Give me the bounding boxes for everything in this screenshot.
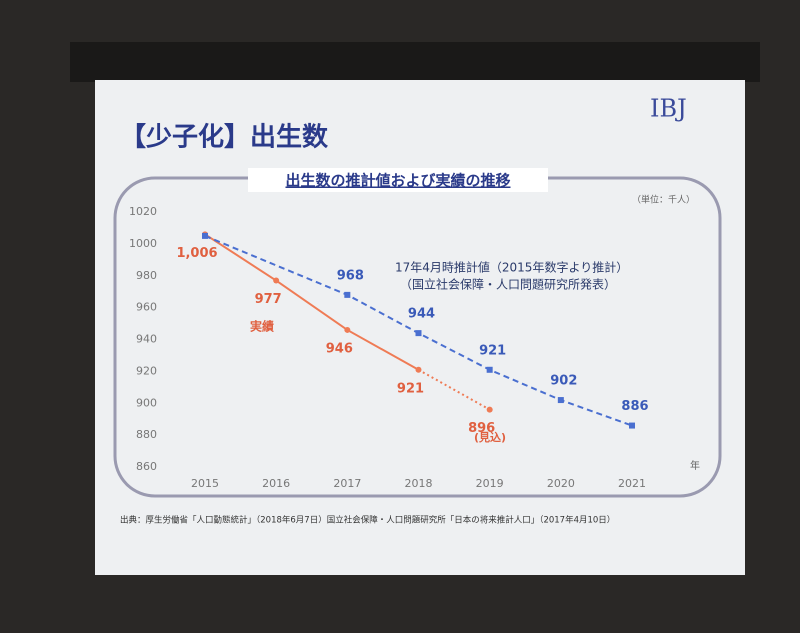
slide-title: 【少子化】出生数 (120, 123, 329, 153)
x-tick-label: 2017 (333, 477, 361, 490)
y-tick-label: 880 (136, 428, 157, 441)
y-tick-label: 1000 (129, 237, 157, 250)
marker (344, 326, 351, 333)
data-label: 977 (255, 292, 282, 307)
data-label: 886 (621, 399, 648, 414)
marker (202, 232, 208, 239)
line-estimate (418, 368, 491, 411)
chart-title-box (248, 168, 548, 192)
marker (344, 291, 351, 298)
marker (273, 277, 280, 284)
x-tick-label: 2016 (262, 477, 290, 490)
annotation: 実績 (250, 319, 274, 334)
annotation: （国立社会保障・人口問題研究所発表） (400, 277, 616, 292)
marker (415, 330, 422, 337)
data-label: 921 (479, 343, 506, 358)
marker (557, 397, 564, 404)
data-label: 946 (326, 341, 353, 356)
slide (95, 80, 745, 575)
x-tick-label: 2015 (191, 477, 219, 490)
data-label: 944 (408, 307, 435, 322)
annotation: (見込) (474, 430, 506, 444)
x-tick-label: 2021 (618, 477, 646, 490)
data-label: 1,006 (176, 246, 217, 261)
marker (415, 366, 422, 373)
screen-frame (70, 42, 760, 82)
source: 出典：厚生労働省「人口動態統計」（2018年6月7日）国立社会保障・人口問題研究… (120, 515, 615, 526)
annotation: 17年4月時推計値（2015年数字より推計） (395, 260, 628, 275)
x-tick-label: 2018 (405, 477, 433, 490)
y-tick-label: 920 (136, 364, 157, 377)
line-projection (204, 234, 633, 427)
y-tick-label: 940 (136, 333, 157, 346)
data-label: 968 (337, 268, 364, 283)
y-tick-label: 860 (136, 460, 157, 473)
x-tick-label: 2020 (547, 477, 575, 490)
data-label: 902 (550, 374, 577, 389)
data-label: 921 (397, 381, 424, 396)
x-axis-label: 年 (690, 459, 700, 472)
marker (486, 406, 493, 413)
chart-title: 出生数の推計値および実績の推移 (285, 172, 510, 190)
marker (486, 366, 493, 373)
y-tick-label: 900 (136, 396, 157, 409)
y-tick-label: 1020 (129, 205, 157, 218)
data-label: 896 (468, 421, 495, 436)
y-tick-label: 980 (136, 269, 157, 282)
logo: IBJ (650, 95, 687, 123)
marker (629, 422, 635, 429)
y-tick-label: 960 (136, 301, 157, 314)
x-tick-label: 2019 (476, 477, 504, 490)
line-actual (204, 233, 419, 371)
unit-label: （単位：千人） (632, 194, 695, 206)
